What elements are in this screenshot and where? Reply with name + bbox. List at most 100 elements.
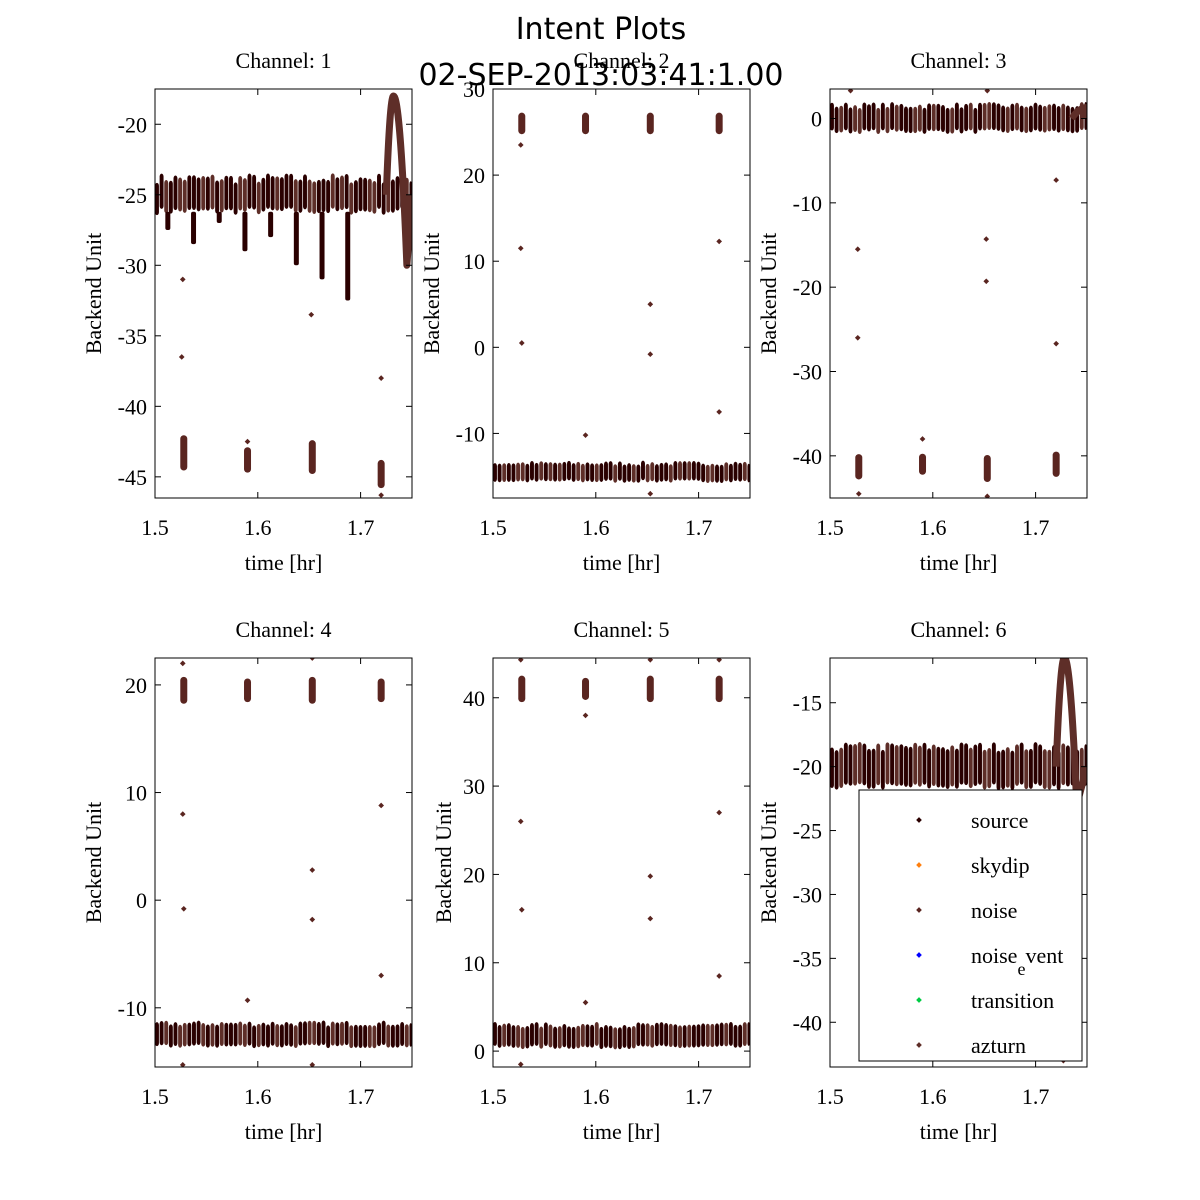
band-segment: [687, 461, 692, 481]
band-segment: [548, 462, 553, 482]
outlier-point: [854, 334, 861, 341]
band-segment: [862, 102, 867, 131]
panel-title: Channel: 2: [574, 48, 670, 73]
outlier-point: [983, 236, 990, 242]
band-segment: [843, 742, 848, 785]
band-segment: [576, 1025, 581, 1049]
band-segment: [894, 104, 899, 132]
band-segment: [590, 463, 595, 483]
band-segment: [358, 177, 363, 212]
band-segment: [733, 1024, 738, 1048]
y-axis-label: Backend Unit: [756, 233, 781, 355]
band-segment: [506, 1023, 511, 1047]
band-segment: [871, 748, 876, 789]
x-tick-label: 1.6: [919, 1084, 947, 1109]
band-segment: [594, 463, 599, 483]
panel-title: Channel: 1: [236, 48, 332, 73]
band-segment: [853, 743, 858, 786]
band-segment: [978, 102, 982, 131]
y-tick-label: 30: [463, 77, 485, 102]
band-segment: [710, 463, 715, 483]
outlier-point: [179, 1062, 186, 1067]
noise-cluster: [180, 435, 188, 471]
band-segment: [636, 1022, 641, 1047]
outlier-point: [517, 818, 524, 825]
legend-label-source: source: [971, 808, 1028, 833]
band-segment: [562, 461, 567, 482]
noise-cluster: [646, 112, 654, 135]
band-segment: [715, 1023, 719, 1047]
band-segment: [321, 178, 326, 213]
band-segment: [344, 1020, 349, 1046]
band-segment: [279, 177, 284, 212]
x-axis-label: time [hr]: [583, 1119, 661, 1144]
band-segment: [201, 1022, 206, 1047]
band-segment: [493, 463, 497, 482]
band-segment: [922, 742, 927, 785]
y-tick-label: 20: [463, 163, 485, 188]
band-segment: [622, 464, 627, 483]
band-segment: [298, 179, 303, 213]
band-segment: [659, 1022, 664, 1046]
panel-title: Channel: 5: [574, 617, 670, 642]
band-segment: [668, 1023, 673, 1047]
outlier-point: [854, 246, 861, 253]
band-segment: [238, 1021, 243, 1046]
band-segment: [862, 743, 867, 786]
band-segment: [848, 107, 853, 134]
outlier-point: [378, 802, 384, 809]
band-segment: [215, 180, 220, 214]
band-segment: [159, 1020, 164, 1046]
band-segment: [627, 463, 632, 482]
band-segment: [247, 1021, 252, 1046]
band-segment: [927, 748, 932, 789]
band-segment: [335, 177, 340, 212]
band-segment: [742, 461, 747, 482]
noise-cluster: [582, 112, 590, 135]
band-segment: [839, 747, 844, 789]
band-segment: [520, 1026, 525, 1050]
band-segment: [691, 461, 696, 481]
x-tick-label: 1.6: [244, 515, 272, 540]
band-segment: [650, 462, 655, 482]
band-segment: [682, 1025, 687, 1048]
band-segment: [1001, 749, 1006, 790]
band-segment: [330, 1021, 335, 1046]
band-segment: [1033, 102, 1038, 131]
band-segment: [641, 460, 645, 481]
outlier-point: [716, 973, 722, 979]
x-tick-label: 1.6: [919, 515, 947, 540]
band-segment: [182, 1022, 187, 1047]
legend-label-noise: noise: [971, 898, 1017, 923]
band-segment: [367, 1025, 372, 1048]
band-segment: [931, 744, 936, 786]
band-segment: [548, 1024, 553, 1048]
band-segment: [843, 102, 848, 131]
band-segment: [289, 1023, 294, 1047]
y-tick-label: 0: [811, 107, 822, 132]
y-tick-label: 10: [463, 951, 485, 976]
y-tick-label: 0: [474, 335, 485, 360]
band-segment: [968, 747, 973, 789]
band-segment: [210, 174, 215, 210]
band-segment: [261, 1022, 266, 1047]
band-segment: [668, 464, 673, 483]
x-tick-label: 1.5: [141, 1084, 169, 1109]
outlier-point: [517, 142, 524, 148]
band-segment: [252, 174, 257, 210]
noise-cluster: [180, 676, 188, 704]
x-tick-label: 1.7: [347, 515, 375, 540]
band-segment: [936, 103, 941, 132]
noise-cluster: [1052, 451, 1060, 477]
band-segment: [497, 463, 502, 483]
outlier-point: [647, 351, 654, 358]
band-segment: [1056, 106, 1061, 133]
band-segment: [645, 463, 650, 483]
band-segment: [604, 461, 608, 481]
y-tick-label: 20: [463, 862, 485, 887]
band-segment: [738, 462, 743, 482]
band-segment: [701, 1023, 706, 1047]
band-segment: [691, 1024, 696, 1048]
band-segment: [502, 463, 507, 483]
band-segment: [155, 182, 159, 216]
